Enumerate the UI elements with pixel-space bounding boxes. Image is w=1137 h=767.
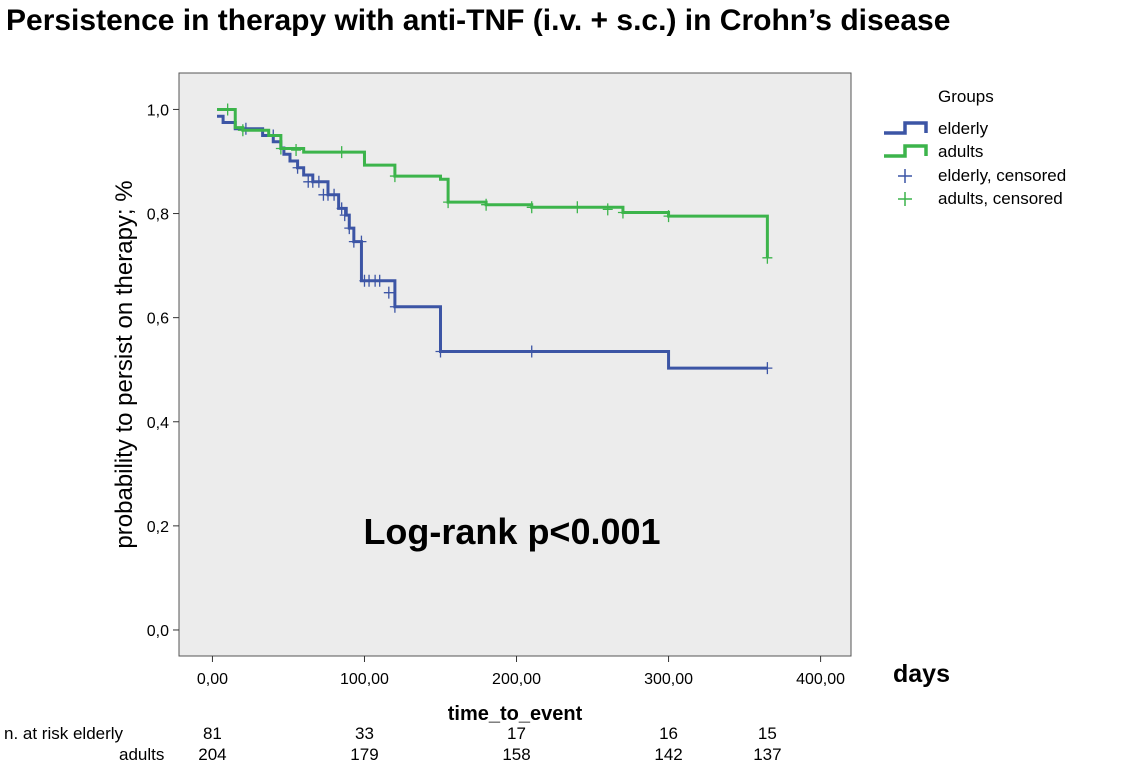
x-tick-label: 300,00 bbox=[644, 671, 693, 688]
legend-label: adults, censored bbox=[938, 189, 1063, 208]
censor-mark-adults bbox=[443, 196, 454, 209]
axes: 0,0 0,2 0,4 0,6 0,8 1,0 0,00 100,00 200,00 300,00… bbox=[147, 102, 845, 688]
censor-mark-elderly bbox=[435, 345, 446, 358]
y-tick-label: 0,2 bbox=[147, 519, 169, 536]
censor-mark-elderly bbox=[329, 188, 340, 201]
plot-area bbox=[178, 72, 852, 657]
x-axis-label: time_to_event bbox=[448, 703, 583, 725]
x-tick-label: 0,00 bbox=[197, 671, 228, 688]
x-tick-label: 400,00 bbox=[796, 671, 845, 688]
at-risk-value-elderly: 16 bbox=[659, 724, 679, 743]
legend-censor-swatch bbox=[898, 169, 912, 183]
censor-mark-elderly bbox=[336, 202, 347, 215]
logrank-annotation: Log-rank p<0.001 bbox=[363, 511, 660, 552]
at-risk-value-elderly: 33 bbox=[355, 724, 374, 743]
censor-mark-adults bbox=[762, 251, 773, 264]
at-risk-value-adults: 204 bbox=[198, 745, 227, 764]
legend-entry: adults bbox=[884, 142, 983, 161]
censor-mark-elderly bbox=[374, 274, 385, 287]
legend-label: elderly, censored bbox=[938, 166, 1066, 185]
censor-mark-elderly bbox=[339, 209, 350, 222]
legend-label: adults bbox=[938, 142, 983, 161]
censor-mark-elderly bbox=[389, 300, 400, 313]
censor-mark-elderly bbox=[383, 286, 394, 299]
legend-line-swatch bbox=[884, 121, 928, 135]
at-risk-value-elderly: 81 bbox=[202, 724, 222, 743]
censor-mark-elderly bbox=[526, 345, 537, 358]
legend-line-swatch bbox=[884, 144, 928, 158]
legend-entry: elderly, censored bbox=[898, 166, 1066, 185]
censor-mark-adults bbox=[275, 142, 286, 155]
censor-mark-elderly bbox=[313, 175, 324, 188]
censor-mark-adults bbox=[237, 124, 248, 137]
legend-label: elderly bbox=[938, 119, 989, 138]
censor-mark-elderly bbox=[762, 362, 773, 375]
legend: Groups elderly adults elderly, censored adu… bbox=[884, 87, 1066, 208]
at-risk-value-elderly: 15 bbox=[757, 724, 777, 743]
y-tick-label: 0,0 bbox=[147, 623, 169, 640]
at-risk-row-adults: adults 204 179 158 142 137 bbox=[0, 745, 1137, 767]
series-adults bbox=[217, 103, 773, 264]
censor-mark-elderly bbox=[344, 222, 355, 235]
at-risk-value-adults: 142 bbox=[654, 745, 683, 764]
at-risk-label-elderly: n. at risk elderly bbox=[4, 724, 124, 743]
at-risk-value-elderly: 17 bbox=[507, 724, 526, 743]
x-tick-label: 100,00 bbox=[340, 671, 389, 688]
y-tick-label: 1,0 bbox=[147, 102, 169, 119]
legend-entry: elderly bbox=[884, 119, 989, 138]
censor-mark-elderly bbox=[292, 161, 303, 174]
censor-mark-adults bbox=[291, 144, 302, 157]
censor-mark-adults bbox=[526, 201, 537, 214]
at-risk-value-adults: 179 bbox=[350, 745, 379, 764]
legend-entry: adults, censored bbox=[898, 189, 1063, 208]
censor-mark-adults bbox=[336, 146, 347, 159]
legend-title: Groups bbox=[938, 87, 994, 106]
at-risk-value-adults: 137 bbox=[753, 745, 782, 764]
censor-mark-adults bbox=[572, 201, 583, 214]
y-tick-label: 0,8 bbox=[147, 207, 169, 224]
series-layer bbox=[217, 103, 773, 375]
censor-mark-adults bbox=[481, 198, 492, 211]
x-unit-label: days bbox=[893, 660, 950, 688]
censor-mark-elderly bbox=[356, 235, 367, 248]
legend-censor-swatch bbox=[898, 192, 912, 206]
at-risk-row-elderly: n. at risk elderly 81 33 17 16 15 bbox=[0, 724, 1137, 746]
at-risk-value-adults: 158 bbox=[502, 745, 531, 764]
y-tick-label: 0,4 bbox=[147, 415, 169, 432]
chart-title: Persistence in therapy with anti-TNF (i.… bbox=[6, 4, 951, 37]
censor-mark-adults bbox=[663, 210, 674, 223]
y-axis-label: probability to persist on therapy; % bbox=[111, 180, 138, 548]
censor-mark-adults bbox=[222, 103, 233, 116]
x-tick-label: 200,00 bbox=[492, 671, 541, 688]
at-risk-label-adults: adults bbox=[119, 745, 165, 764]
y-tick-label: 0,6 bbox=[147, 311, 169, 328]
censor-mark-adults bbox=[389, 170, 400, 183]
censor-mark-adults bbox=[617, 206, 628, 219]
censor-mark-adults bbox=[602, 203, 613, 216]
